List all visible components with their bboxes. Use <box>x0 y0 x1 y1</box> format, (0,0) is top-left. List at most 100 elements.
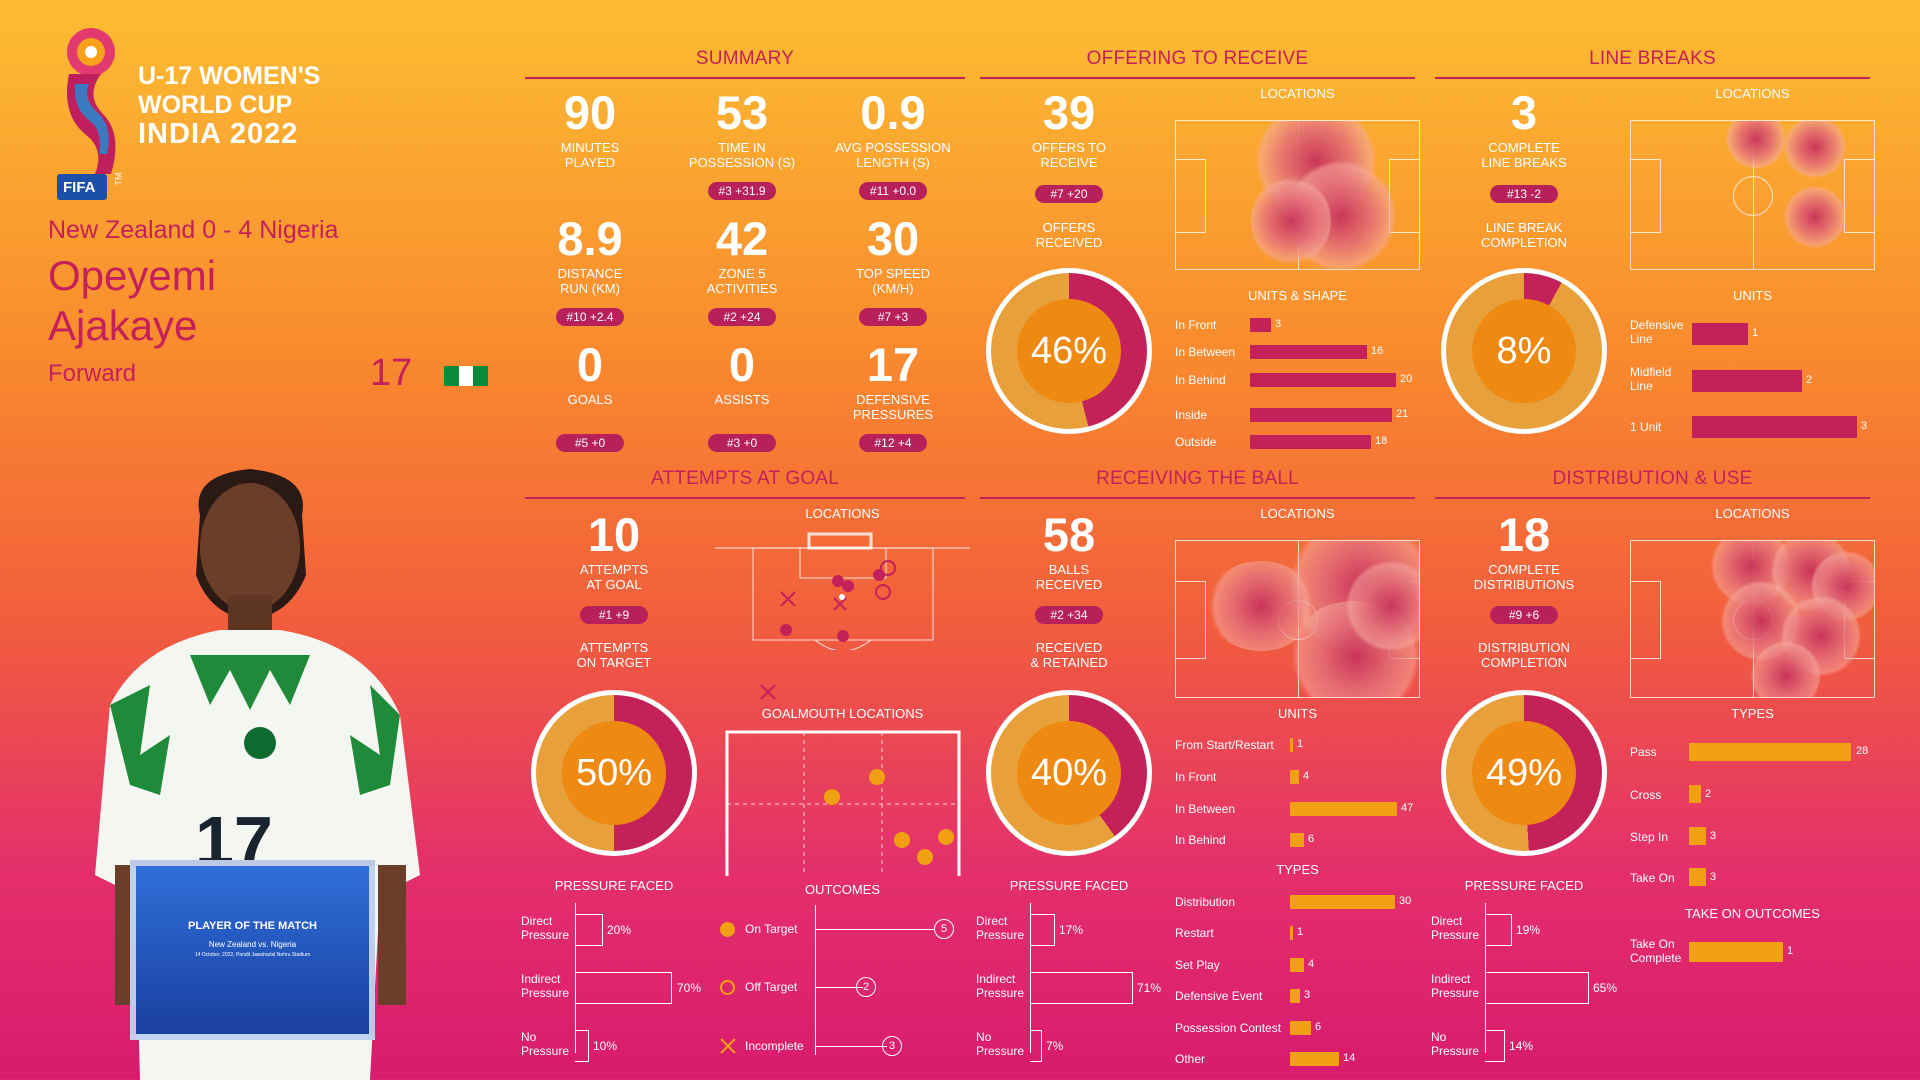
distribution-type-bar <box>1689 868 1706 886</box>
board-title: PLAYER OF THE MATCH <box>188 920 317 932</box>
shot-marker <box>832 575 844 587</box>
pressure-bar <box>575 972 672 1004</box>
event-title-line3: INDIA 2022 <box>138 118 299 150</box>
bar-value: 21 <box>1396 408 1409 420</box>
outcome-label: Incomplete <box>745 1039 804 1053</box>
stat-label: ACTIVITIES <box>706 281 778 296</box>
summary-stat: 53 TIME IN POSSESSION (s) <box>667 88 817 171</box>
on-target-label: ATTEMPTS ON TARGET <box>576 640 652 670</box>
stat-label: TIME IN <box>718 140 766 155</box>
bar-label: Defensive Event <box>1175 989 1263 1003</box>
offering-bar <box>1250 408 1392 422</box>
bar-label: Take On <box>1630 871 1675 885</box>
summary-stat: 0.9 AVG POSSESSION LENGTH (s) <box>818 86 968 171</box>
goalmouth-marker <box>917 849 933 865</box>
attempts-donut: 50% <box>531 690 697 856</box>
linebreak-bar <box>1692 416 1857 438</box>
shot-marker <box>837 630 849 642</box>
trophy-logo-icon <box>57 28 116 200</box>
bar-label: In Between <box>1175 802 1236 816</box>
pressure-label: Indirect Pressure <box>521 972 570 1000</box>
bar-value: 47 <box>1401 802 1414 814</box>
pressure-bar <box>1485 1030 1505 1062</box>
distribution-completion-label: DISTRIBUTION COMPLETION <box>1478 640 1570 670</box>
receiving-type-bar <box>1290 1021 1311 1035</box>
shot-marker <box>839 594 845 600</box>
distribution-type-bar <box>1689 743 1851 761</box>
stat-value: 0.9 <box>860 86 926 139</box>
pressure-value: 7% <box>1046 1039 1064 1053</box>
receiving-type-bar <box>1290 926 1293 940</box>
bar-label: Other <box>1175 1052 1206 1066</box>
incomplete-icon <box>720 1038 736 1054</box>
goalmouth-marker <box>938 829 954 845</box>
outcome-label: Off Target <box>745 980 798 994</box>
summary-stat: 17 DEFENSIVE PRESSURES <box>818 340 968 423</box>
distribution-percent: 49% <box>1485 752 1563 794</box>
pressure-label: Indirect Pressure <box>976 972 1025 1000</box>
summary-stat: 0 ASSISTS <box>667 338 817 408</box>
takeon-outcomes-label: TAKE ON OUTCOMES <box>1685 906 1820 921</box>
stat-label: PRESSURES <box>852 407 934 422</box>
linebreak-completion-label: LINE BREAK COMPLETION <box>1481 220 1567 250</box>
shot-marker <box>833 597 847 611</box>
rank-pill: #5 +0 <box>556 434 624 452</box>
tournament-logo: FIFA TM <box>55 14 135 204</box>
rank-pill: #13 -2 <box>1490 185 1558 203</box>
stat-value: 0 <box>728 338 756 391</box>
pressure-faced-label: PRESSURE FACED <box>1464 878 1584 893</box>
bar-label: Midfield Line <box>1630 365 1672 393</box>
bar-label: Pass <box>1630 745 1657 759</box>
stat-label: ASSISTS <box>714 392 770 407</box>
shot-marker <box>880 560 896 576</box>
goalmouth-label: GOALMOUTH LOCATIONS <box>761 706 924 721</box>
rank-pill: #11 +0.0 <box>859 182 927 200</box>
locations-label: LOCATIONS <box>1260 86 1335 101</box>
takeon-bar <box>1689 942 1783 962</box>
bar-value: 14 <box>1343 1052 1356 1064</box>
attempts-label: ATTEMPTS <box>579 562 649 577</box>
stat-value: 30 <box>866 212 920 265</box>
player-number: 17 <box>370 352 413 394</box>
stat-value: 8.9 <box>557 212 623 265</box>
pressure-value: 70% <box>677 981 702 995</box>
bar-label: In Front <box>1175 318 1217 332</box>
bar-label: 1 Unit <box>1630 420 1662 434</box>
pressure-bar <box>1030 972 1133 1004</box>
linebreaks-label: LINE BREAKS <box>1481 155 1567 170</box>
on-target-icon <box>720 922 735 937</box>
bar-label: Inside <box>1175 408 1208 422</box>
bar-value: 28 <box>1856 745 1869 757</box>
goalmouth-map <box>725 730 961 876</box>
stat-label: GOALS <box>567 392 613 407</box>
pressure-value: 65% <box>1593 981 1618 995</box>
distribution-type-bar <box>1689 785 1701 803</box>
rank-pill: #2 +24 <box>708 308 776 326</box>
bar-value: 3 <box>1304 989 1311 1001</box>
bar-value: 6 <box>1308 833 1315 845</box>
rank-pill: #7 +20 <box>1035 185 1103 203</box>
pressure-faced-label: PRESSURE FACED <box>554 878 674 893</box>
pressure-label: No Pressure <box>976 1030 1025 1058</box>
stat-label: (KM/H) <box>872 281 914 296</box>
locations-label: LOCATIONS <box>805 506 880 521</box>
bar-label: In Behind <box>1175 833 1226 847</box>
stat-label: PLAYED <box>564 155 616 170</box>
offers-received-label: OFFERS RECEIVED <box>1035 220 1103 250</box>
bar-label: Outside <box>1175 435 1217 449</box>
offers-value: 39 <box>1042 86 1096 139</box>
bar-value: 2 <box>1705 788 1712 800</box>
board-match: New Zealand vs. Nigeria <box>208 940 297 949</box>
outcome-bar <box>815 987 863 988</box>
offering-bar <box>1250 318 1271 332</box>
pressure-value: 71% <box>1137 981 1162 995</box>
linebreak-percent: 8% <box>1496 330 1552 372</box>
pressure-bar <box>575 914 603 946</box>
bar-value: 1 <box>1787 945 1794 957</box>
player-first-name: Opeyemi <box>48 252 217 299</box>
bar-value: 30 <box>1399 895 1412 907</box>
outcome-label: On Target <box>745 922 798 936</box>
bar-label: Cross <box>1630 788 1662 802</box>
bar-label: Set Play <box>1175 958 1220 972</box>
stat-value: 42 <box>715 212 769 265</box>
